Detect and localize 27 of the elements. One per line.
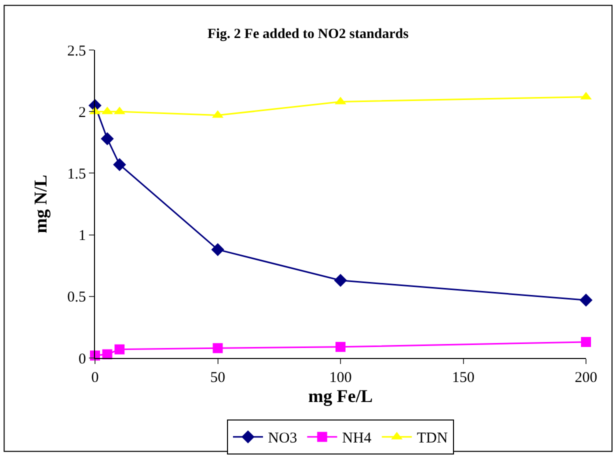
point xyxy=(334,274,347,287)
x-tick-label: 0 xyxy=(91,370,99,386)
legend-label: NH4 xyxy=(342,430,372,447)
point xyxy=(211,243,224,256)
legend-label: NO3 xyxy=(268,430,298,447)
point xyxy=(581,336,591,347)
legend-label: TDN xyxy=(416,430,448,447)
y-tick-label: 0 xyxy=(78,351,86,368)
y-tick-label: 2 xyxy=(78,104,86,121)
x-tick-label: 50 xyxy=(210,370,226,386)
point xyxy=(114,344,125,354)
y-tick-label: 2.5 xyxy=(67,43,86,60)
chart-title: Fig. 2 Fe added to NO2 standards xyxy=(207,26,410,42)
x-axis-title: mg Fe/L xyxy=(308,386,373,406)
point xyxy=(212,343,223,354)
point xyxy=(113,158,126,172)
point xyxy=(336,342,346,352)
x-tick-label: 200 xyxy=(574,370,598,386)
point xyxy=(100,132,114,146)
point xyxy=(580,294,592,307)
y-tick-label: 0.5 xyxy=(67,290,86,306)
x-tick-label: 150 xyxy=(452,370,474,386)
y-tick-label: 1.5 xyxy=(67,166,86,182)
y-axis-title: mg N/L xyxy=(30,174,50,234)
y-tick-label: 1 xyxy=(78,228,86,244)
x-tick-label: 100 xyxy=(329,370,352,386)
point xyxy=(102,349,112,360)
